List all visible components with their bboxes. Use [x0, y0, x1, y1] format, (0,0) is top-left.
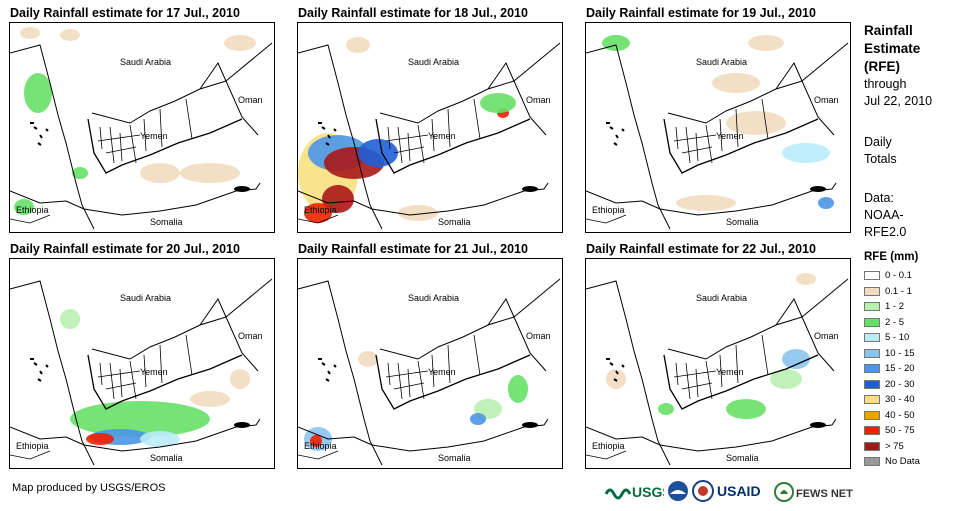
- legend-swatch: [864, 302, 880, 311]
- legend-label: 50 - 75: [885, 425, 915, 436]
- svg-text:Ethiopia: Ethiopia: [16, 441, 49, 451]
- legend-label: > 75: [885, 440, 904, 452]
- usgs-logo: USGS: [604, 484, 664, 500]
- noaa-logo: [668, 481, 688, 501]
- legend-label: 15 - 20: [885, 363, 915, 374]
- seal-logo: [692, 480, 714, 502]
- svg-text:Saudi Arabia: Saudi Arabia: [120, 57, 171, 67]
- svg-text:Somalia: Somalia: [726, 453, 759, 463]
- rainfall-map: Saudi Arabia Oman Yemen Ethiopia Somalia: [10, 278, 273, 466]
- svg-text:Yemen: Yemen: [716, 367, 744, 377]
- svg-text:Ethiopia: Ethiopia: [304, 205, 337, 215]
- legend-label: 0.1 - 1: [885, 285, 912, 297]
- svg-text:Saudi Arabia: Saudi Arabia: [120, 293, 171, 303]
- panel-title-3: Daily Rainfall estimate for 19 Jul., 201…: [586, 6, 816, 20]
- svg-text:Ethiopia: Ethiopia: [592, 441, 625, 451]
- legend-label: 10 - 15: [885, 347, 915, 359]
- legend-label: 2 - 5: [885, 316, 905, 328]
- legend-label: 5 - 10: [885, 332, 910, 343]
- legend-swatch: [864, 426, 880, 435]
- svg-text:Ethiopia: Ethiopia: [592, 205, 625, 215]
- legend-label: 40 - 50: [885, 409, 915, 421]
- svg-text:Somalia: Somalia: [726, 217, 759, 227]
- map-panel-5: Saudi Arabia Oman Yemen Ethiopia Somalia: [297, 258, 563, 469]
- svg-text:Oman: Oman: [238, 95, 263, 105]
- rainfall-map: Saudi Arabia Oman Yemen Ethiopia Somalia: [586, 35, 849, 230]
- legend-label: 20 - 30: [885, 378, 915, 390]
- svg-text:Somalia: Somalia: [438, 217, 471, 227]
- map-panel-2: Saudi Arabia Oman Yemen Ethiopia Somalia: [297, 22, 563, 233]
- svg-text:Yemen: Yemen: [428, 367, 456, 377]
- panel-title-6: Daily Rainfall estimate for 22 Jul., 201…: [586, 242, 816, 256]
- svg-text:Saudi Arabia: Saudi Arabia: [696, 293, 747, 303]
- svg-text:Oman: Oman: [238, 331, 263, 341]
- legend-swatch: [864, 410, 880, 420]
- legend-swatch: [864, 457, 880, 466]
- legend-label: 0 - 0.1: [885, 270, 912, 281]
- svg-text:Oman: Oman: [814, 95, 839, 105]
- svg-text:Yemen: Yemen: [140, 131, 168, 141]
- svg-text:USAID: USAID: [717, 483, 761, 499]
- map-panel-6: Saudi Arabia Oman Yemen Ethiopia Somalia: [585, 258, 851, 469]
- svg-text:Saudi Arabia: Saudi Arabia: [696, 57, 747, 67]
- legend-title: RFE (mm): [864, 251, 919, 263]
- legend-label: No Data: [885, 456, 920, 467]
- rainfall-map: Saudi Arabia Oman Yemen Ethiopia Somalia: [10, 27, 273, 230]
- legend-swatch: [864, 271, 880, 280]
- svg-text:Yemen: Yemen: [428, 131, 456, 141]
- daily-totals-label: Daily Totals: [864, 135, 897, 166]
- svg-text:FEWS NET: FEWS NET: [796, 488, 853, 500]
- svg-text:Saudi Arabia: Saudi Arabia: [408, 293, 459, 303]
- map-panel-3: Saudi Arabia Oman Yemen Ethiopia Somalia: [585, 22, 851, 233]
- svg-text:USGS: USGS: [632, 484, 664, 500]
- legend-swatch: [864, 333, 880, 342]
- map-panel-1: Saudi Arabia Oman Yemen Ethiopia Somalia: [9, 22, 275, 233]
- fewsnet-logo: FEWS NET: [774, 482, 853, 502]
- legend-label: 1 - 2: [885, 301, 905, 312]
- legend-swatch: [864, 441, 880, 451]
- svg-text:Ethiopia: Ethiopia: [304, 441, 337, 451]
- svg-text:Yemen: Yemen: [716, 131, 744, 141]
- legend-swatch: [864, 286, 880, 296]
- legend-heading: Rainfall Estimate (RFE) through Jul 22, …: [864, 23, 933, 108]
- svg-text:Somalia: Somalia: [438, 453, 471, 463]
- map-panel-4: Saudi Arabia Oman Yemen Ethiopia Somalia: [9, 258, 275, 469]
- svg-text:Yemen: Yemen: [140, 367, 168, 377]
- svg-text:Oman: Oman: [526, 331, 551, 341]
- legend-swatch: [864, 379, 880, 389]
- rainfall-map: Saudi Arabia Oman Yemen Ethiopia Somalia: [298, 278, 561, 466]
- legend-swatch: [864, 348, 880, 358]
- svg-text:Somalia: Somalia: [150, 453, 183, 463]
- legend-label: 30 - 40: [885, 394, 915, 405]
- panel-title-4: Daily Rainfall estimate for 20 Jul., 201…: [10, 242, 240, 256]
- usaid-logo: USAID: [717, 483, 761, 499]
- svg-text:Saudi Arabia: Saudi Arabia: [408, 57, 459, 67]
- svg-text:Oman: Oman: [526, 95, 551, 105]
- svg-text:Somalia: Somalia: [150, 217, 183, 227]
- legend-swatch: [864, 364, 880, 373]
- svg-text:Oman: Oman: [814, 331, 839, 341]
- rainfall-map: Saudi Arabia Oman Yemen Ethiopia Somalia: [298, 37, 561, 230]
- rainfall-map: Saudi Arabia Oman Yemen Ethiopia Somalia: [586, 273, 849, 466]
- panel-title-1: Daily Rainfall estimate for 17 Jul., 201…: [10, 6, 240, 20]
- map-credit: Map produced by USGS/EROS: [12, 482, 166, 494]
- panel-title-2: Daily Rainfall estimate for 18 Jul., 201…: [298, 6, 528, 20]
- legend-swatch: [864, 317, 880, 327]
- panel-title-5: Daily Rainfall estimate for 21 Jul., 201…: [298, 242, 528, 256]
- data-source-label: Data: NOAA- RFE2.0: [864, 191, 907, 239]
- svg-text:Ethiopia: Ethiopia: [16, 205, 49, 215]
- legend-swatch: [864, 395, 880, 404]
